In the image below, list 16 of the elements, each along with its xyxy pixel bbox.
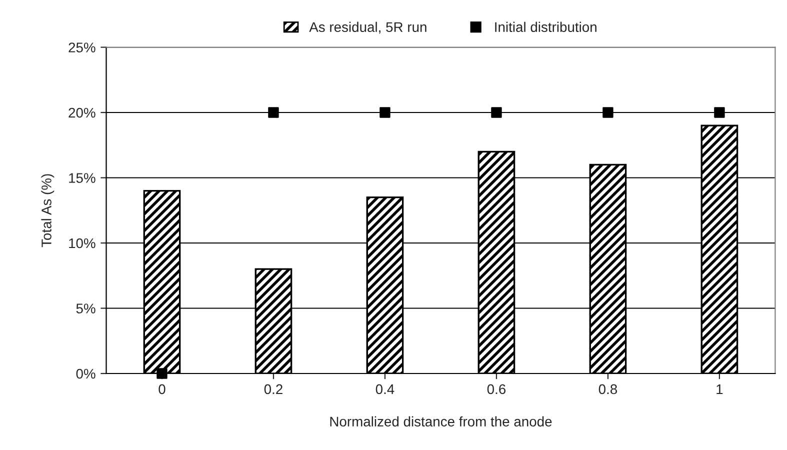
x-tick-label: 0 [158, 384, 166, 394]
legend-label: Initial distribution [495, 22, 596, 32]
y-tick-label: 20% [68, 108, 96, 118]
y-tick-label: 5% [76, 304, 96, 314]
x-tick-label: 1 [716, 384, 723, 394]
x-axis-title: Normalized distance from the anode [330, 416, 552, 427]
y-tick-label: 0% [76, 368, 96, 379]
x-tick-label: 0.6 [487, 384, 506, 394]
y-axis-title: Total As (%) [41, 174, 54, 248]
x-tick-label: 0.2 [264, 384, 282, 394]
y-tick-label: 15% [69, 173, 96, 183]
x-tick-label: 0.8 [598, 384, 618, 394]
legend-label: As residual, 5R run [309, 22, 426, 34]
y-tick-label: 10% [69, 238, 96, 248]
y-tick-label: 25% [68, 42, 96, 52]
x-tick-label: 0.4 [376, 384, 394, 394]
